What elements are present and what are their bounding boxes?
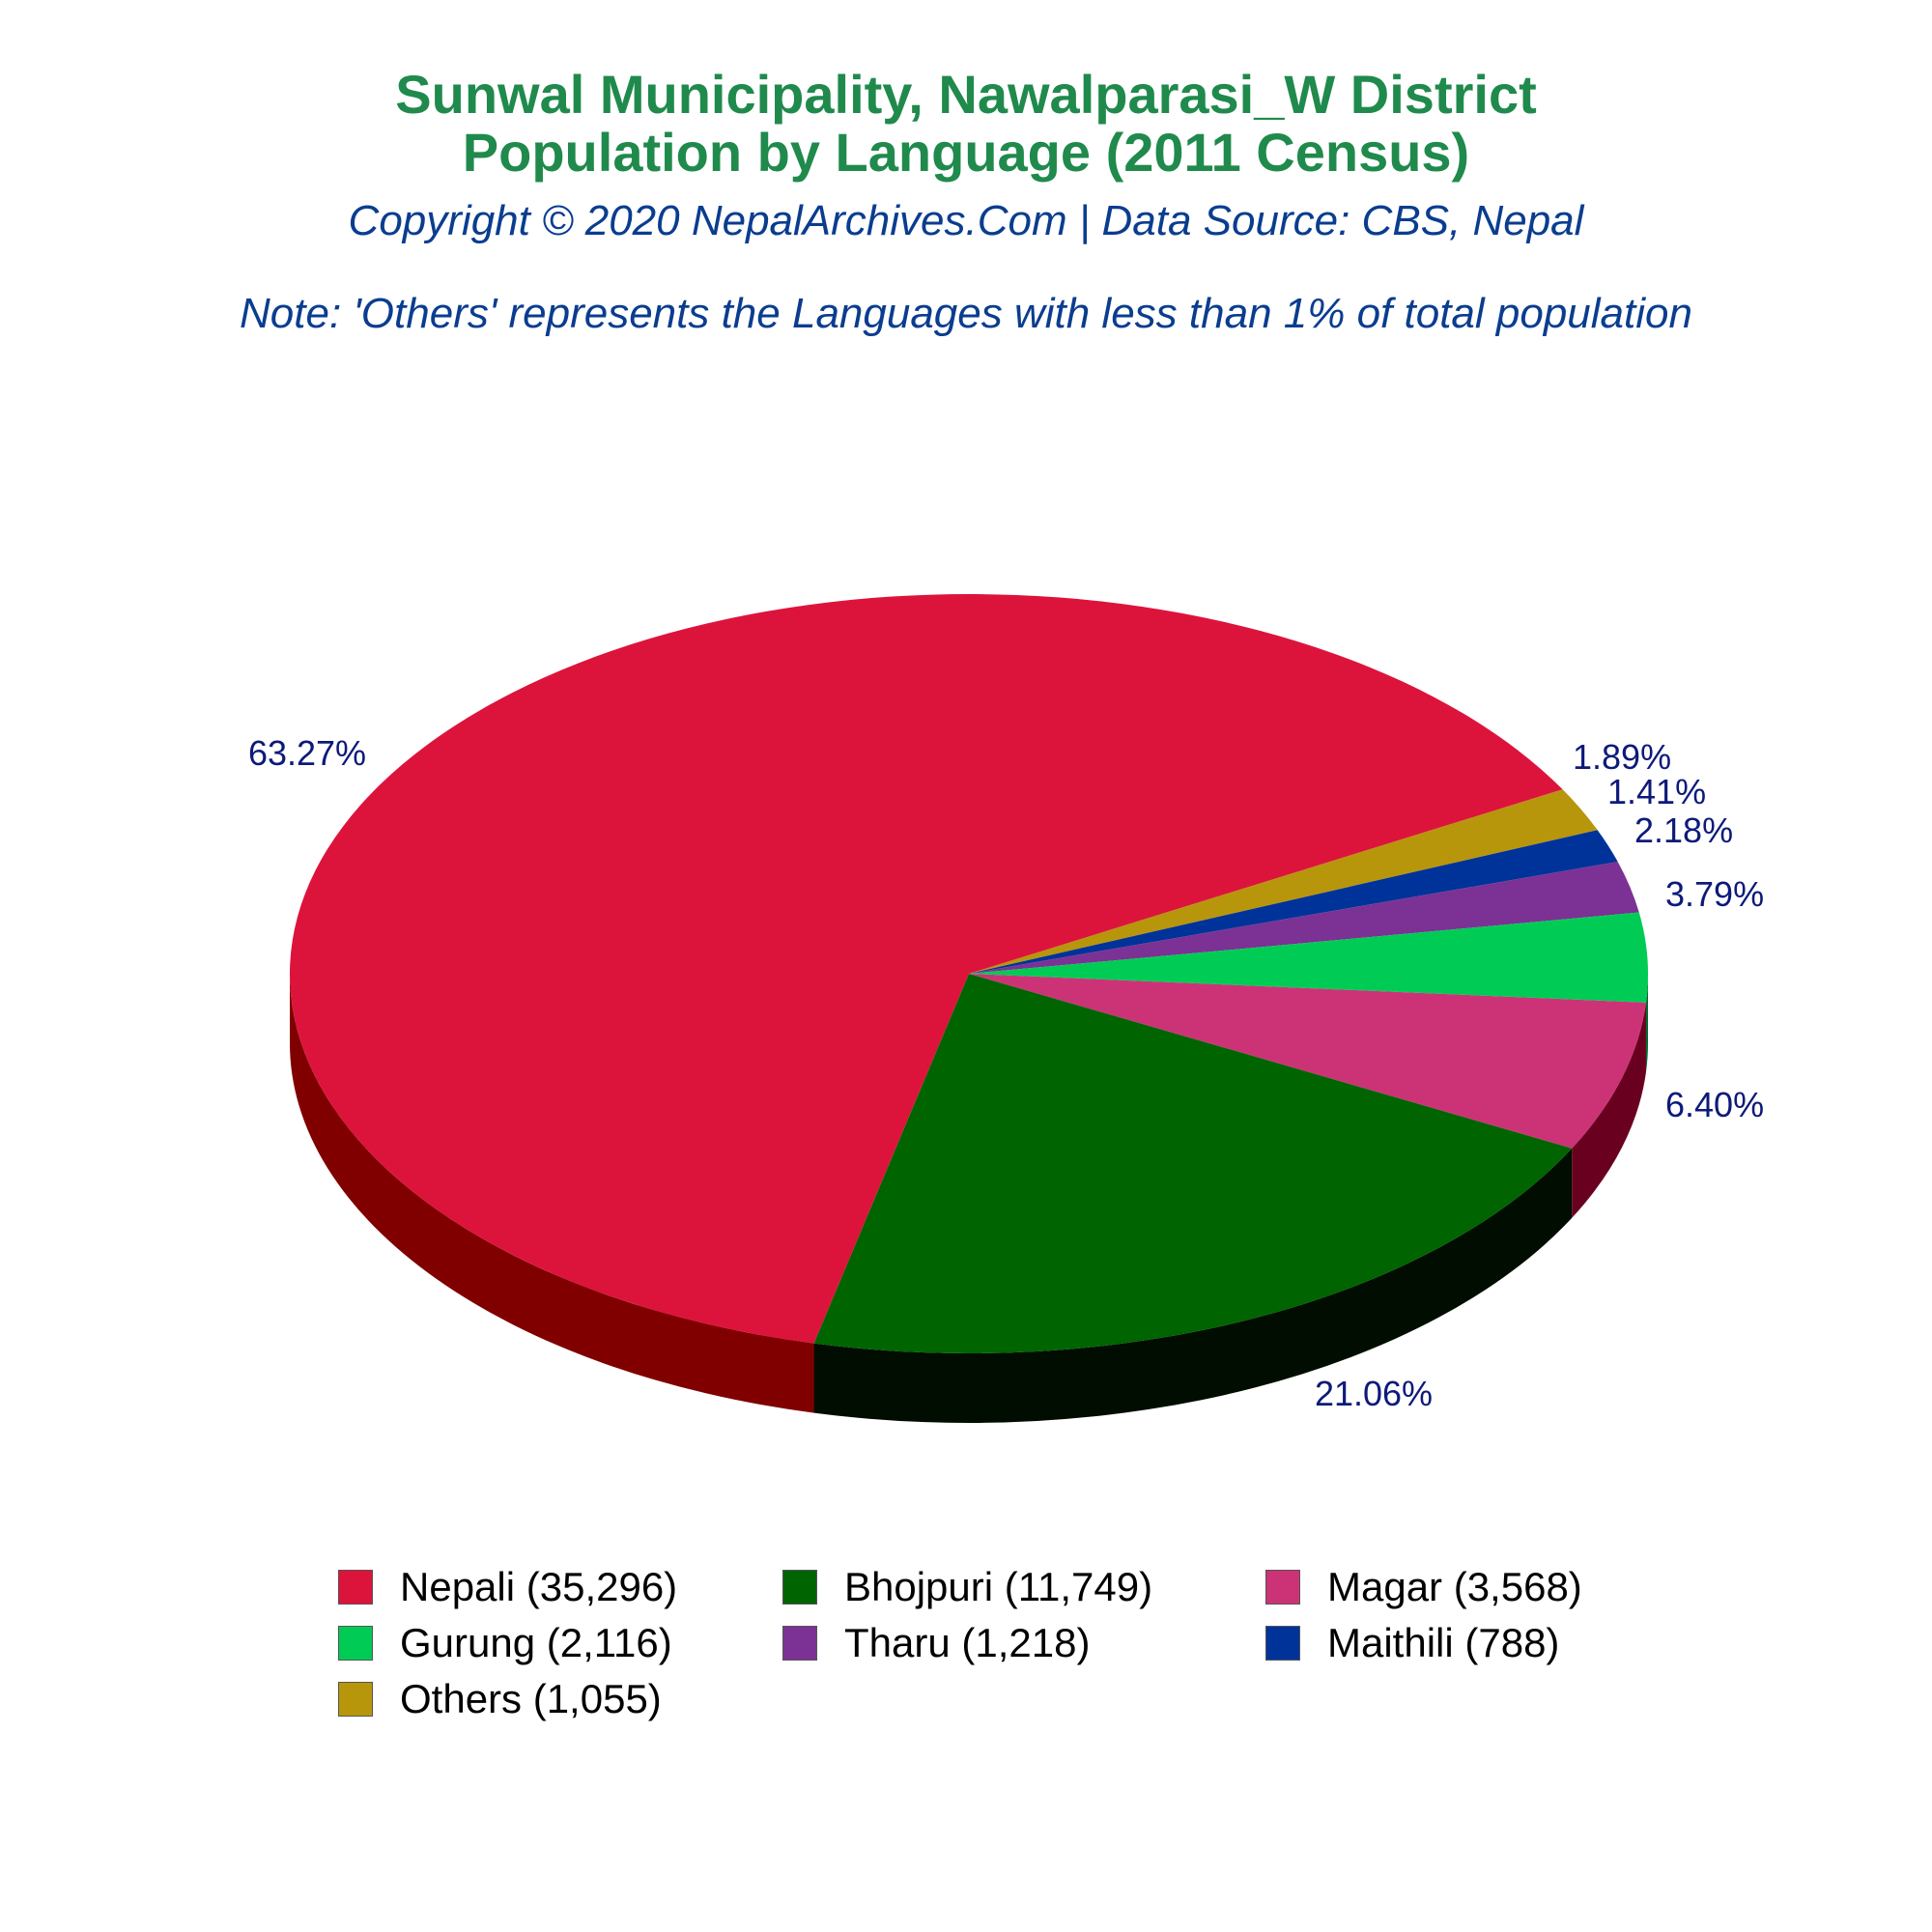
- legend-item-others[interactable]: Others (1,055): [338, 1675, 782, 1723]
- legend-label-others: Others (1,055): [400, 1676, 662, 1721]
- pie-slice-tharu[interactable]: [969, 862, 1639, 974]
- pie-label-tharu: 2.18%: [1634, 810, 1733, 850]
- pie-label-maithili: 1.41%: [1607, 772, 1706, 811]
- pie-slice-others[interactable]: [969, 789, 1598, 974]
- legend-swatch-nepali: [338, 1570, 373, 1605]
- pie-side-magar: [1572, 1002, 1646, 1218]
- legend-label-magar: Magar (3,568): [1327, 1564, 1582, 1609]
- pie-slices: [290, 593, 1649, 1353]
- pie-label-nepali: 63.27%: [248, 733, 366, 773]
- chart-title-line-1: Sunwal Municipality, Nawalparasi_W Distr…: [395, 64, 1537, 125]
- pie-side-bhojpuri: [813, 1148, 1573, 1423]
- chart-title-line-2: Population by Language (2011 Census): [462, 122, 1470, 183]
- legend-item-magar[interactable]: Magar (3,568): [1265, 1563, 1690, 1611]
- legend-item-bhojpuri[interactable]: Bhojpuri (11,749): [782, 1563, 1265, 1611]
- pie-side-walls: [290, 974, 1648, 1423]
- legend-label-tharu: Tharu (1,218): [844, 1620, 1091, 1665]
- chart-legend: Nepali (35,296) Bhojpuri (11,749) Magar (3…: [338, 1563, 1690, 1723]
- legend-label-bhojpuri: Bhojpuri (11,749): [844, 1564, 1153, 1609]
- legend-swatch-magar: [1265, 1570, 1300, 1605]
- pie-side-nepali: [290, 974, 814, 1413]
- pie-side-gurung: [1645, 974, 1648, 1072]
- legend-label-nepali: Nepali (35,296): [400, 1564, 678, 1609]
- legend-label-gurung: Gurung (2,116): [400, 1620, 672, 1665]
- legend-swatch-maithili: [1265, 1626, 1300, 1661]
- legend-label-maithili: Maithili (788): [1327, 1620, 1560, 1665]
- pie-slice-maithili[interactable]: [969, 830, 1618, 974]
- pie-slice-magar[interactable]: [969, 974, 1646, 1149]
- pie-slice-gurung[interactable]: [969, 912, 1649, 1003]
- pie-label-bhojpuri: 21.06%: [1315, 1374, 1433, 1413]
- pie-slice-nepali[interactable]: [290, 593, 1563, 1344]
- legend-item-tharu[interactable]: Tharu (1,218): [782, 1619, 1265, 1667]
- legend-item-gurung[interactable]: Gurung (2,116): [338, 1619, 782, 1667]
- pie-label-others: 1.89%: [1573, 737, 1671, 777]
- pie-slice-bhojpuri[interactable]: [813, 974, 1573, 1353]
- legend-swatch-gurung: [338, 1626, 373, 1661]
- legend-swatch-tharu: [782, 1626, 817, 1661]
- legend-swatch-bhojpuri: [782, 1570, 817, 1605]
- pie-label-magar: 6.40%: [1665, 1085, 1764, 1124]
- pie-percent-labels: 63.27% 21.06% 6.40% 3.79% 2.18%1.41%1.89%: [248, 733, 1764, 1413]
- legend-item-maithili[interactable]: Maithili (788): [1265, 1619, 1690, 1667]
- legend-swatch-others: [338, 1682, 373, 1717]
- chart-note: Note: 'Others' represents the Languages …: [240, 290, 1692, 337]
- copyright-subtitle: Copyright © 2020 NepalArchives.Com | Dat…: [348, 197, 1584, 244]
- pie-label-gurung: 3.79%: [1665, 874, 1764, 914]
- legend-item-nepali[interactable]: Nepali (35,296): [338, 1563, 782, 1611]
